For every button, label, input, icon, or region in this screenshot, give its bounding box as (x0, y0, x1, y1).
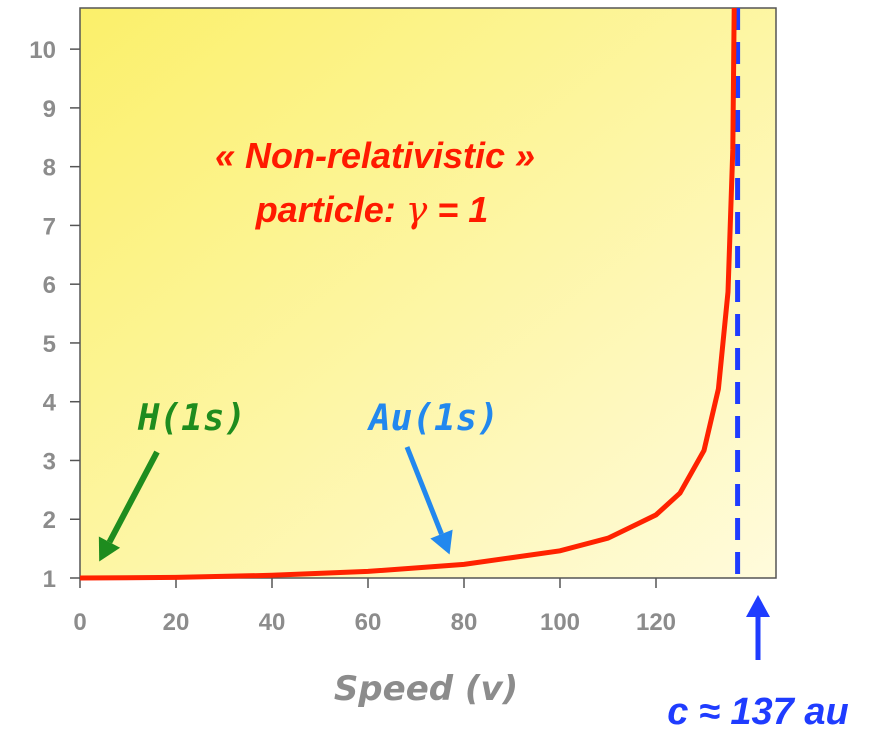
au1s-arrow-head (430, 529, 453, 555)
h1s-arrow-shaft (106, 450, 160, 544)
h1s-arrow-head (98, 536, 121, 562)
h1s-label: H(1s) (137, 398, 246, 439)
annotations: « Non-relativistic » particle: γ = 1 H(1s)… (98, 135, 849, 731)
particle-text: particle: (255, 189, 406, 230)
x-tick-label: 120 (636, 609, 676, 636)
au1s-text: Au(1s) (367, 398, 499, 439)
h1s-text: H(1s) (137, 398, 246, 439)
gamma-curve (79, 7, 737, 581)
x-tick-label: 60 (355, 609, 382, 636)
y-tick-label: 4 (43, 390, 57, 417)
x-tick-label: 40 (259, 609, 286, 636)
x-tick-label: 0 (73, 609, 86, 636)
x-tick-label: 100 (540, 609, 580, 636)
x-axis: 0 20 40 60 80 100 120 (73, 578, 676, 636)
y-tick-label: 6 (43, 272, 56, 299)
y-tick-label: 5 (43, 331, 56, 358)
y-axis: 1 2 3 4 5 6 7 8 9 10 (29, 37, 80, 593)
x-tick-label: 20 (163, 609, 190, 636)
gamma-equals-one-label: particle: γ = 1 (255, 189, 489, 231)
au1s-label: Au(1s) (367, 398, 499, 439)
y-tick-label: 9 (43, 96, 56, 123)
c-value-text: c ≈ 137 au (667, 691, 848, 731)
non-relativistic-line1: « Non-relativistic » (215, 135, 535, 176)
y-tick-label: 2 (43, 507, 56, 534)
non-relativistic-label: « Non-relativistic » (215, 135, 535, 176)
gamma-symbol: γ (406, 190, 428, 231)
y-tick-label: 10 (29, 37, 56, 64)
y-tick-label: 1 (43, 566, 56, 593)
y-tick-label: 7 (43, 213, 56, 240)
c-arrow-head (746, 595, 770, 617)
y-tick-label: 3 (43, 448, 56, 475)
au1s-arrow-shaft (404, 446, 444, 535)
speed-of-light-label: c ≈ 137 au (667, 691, 848, 731)
x-tick-label: 80 (451, 609, 478, 636)
y-tick-label: 8 (43, 155, 56, 182)
x-axis-label: Speed (v) (334, 669, 518, 709)
equals-one-text: = 1 (427, 189, 488, 230)
plot-area (79, 7, 777, 579)
